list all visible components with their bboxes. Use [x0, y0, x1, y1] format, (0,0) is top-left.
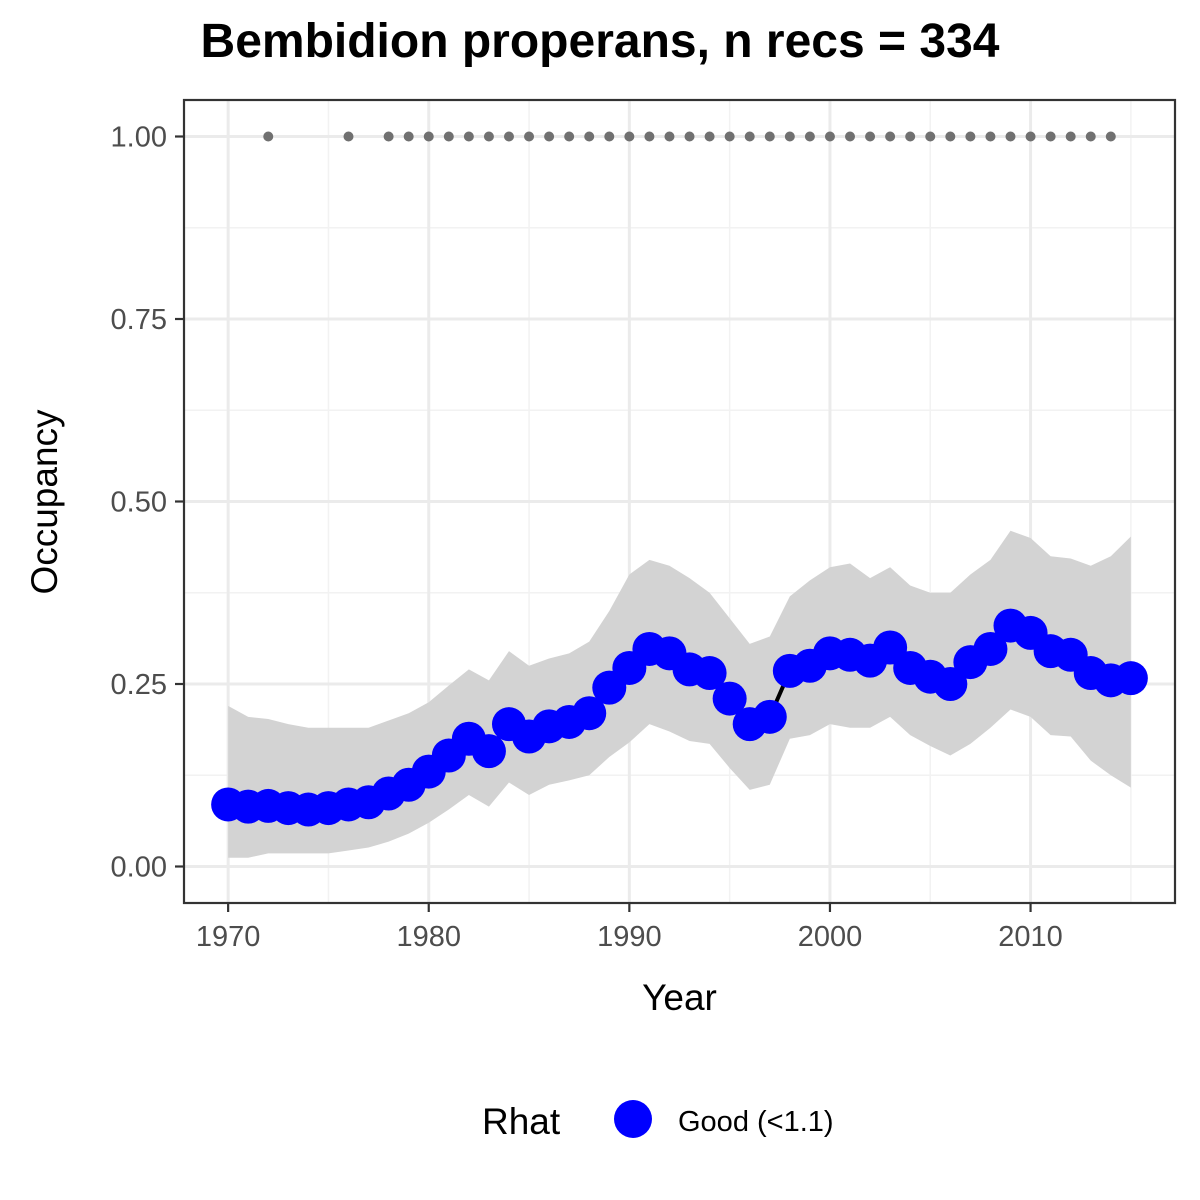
record-point — [503, 131, 514, 142]
record-point — [584, 131, 595, 142]
record-point — [704, 131, 715, 142]
record-point — [423, 131, 434, 142]
record-point — [845, 131, 856, 142]
occupancy-point — [752, 699, 787, 734]
record-point — [544, 131, 555, 142]
record-point — [1105, 131, 1116, 142]
record-point — [403, 131, 414, 142]
occupancy-point — [712, 681, 747, 716]
axes: 1970 1980 1990 2000 2010 0.00 0.25 0.50 0.75 1.00 — [111, 122, 1063, 954]
y-tick-label: 0.50 — [111, 487, 167, 519]
record-point — [263, 131, 274, 142]
record-point — [764, 131, 775, 142]
chart-title: Bembidion properans, n recs = 334 — [200, 15, 1000, 68]
x-tick-label: 1990 — [597, 921, 662, 953]
x-tick-label: 1980 — [396, 921, 461, 953]
record-year-points — [263, 131, 1116, 142]
record-point — [905, 131, 916, 142]
legend: Rhat Good (<1.1) — [482, 1100, 834, 1142]
x-tick-label: 2000 — [798, 921, 863, 953]
legend-title: Rhat — [482, 1101, 561, 1142]
record-point — [744, 131, 755, 142]
record-point — [1065, 131, 1076, 142]
occupancy-point — [973, 631, 1008, 666]
occupancy-point — [933, 667, 968, 701]
record-point — [463, 131, 474, 142]
record-point — [443, 131, 454, 142]
occupancy-points — [211, 608, 1148, 827]
record-point — [784, 131, 795, 142]
record-point — [885, 131, 896, 142]
record-point — [985, 131, 996, 142]
record-point — [865, 131, 876, 142]
record-point — [524, 131, 535, 142]
record-point — [604, 131, 615, 142]
record-point — [1025, 131, 1036, 142]
record-point — [724, 131, 735, 142]
x-tick-label: 2010 — [998, 921, 1063, 953]
y-tick-label: 0.25 — [111, 669, 167, 701]
y-tick-label: 0.00 — [111, 852, 167, 884]
occupancy-point — [471, 734, 506, 769]
occupancy-point — [572, 696, 607, 731]
record-point — [804, 131, 815, 142]
occupancy-point — [692, 656, 727, 691]
legend-label-good: Good (<1.1) — [678, 1106, 834, 1138]
record-point — [1085, 131, 1096, 142]
record-point — [624, 131, 635, 142]
credible-interval — [228, 530, 1131, 858]
record-point — [925, 131, 936, 142]
ci-ribbon — [228, 530, 1131, 858]
record-point — [1005, 131, 1016, 142]
record-point — [664, 131, 675, 142]
record-point — [644, 131, 655, 142]
y-axis-title: Occupancy — [24, 409, 65, 595]
x-tick-label: 1970 — [196, 921, 261, 953]
x-axis-title: Year — [642, 977, 717, 1018]
record-point — [965, 131, 976, 142]
record-point — [684, 131, 695, 142]
record-point — [564, 131, 575, 142]
record-point — [1045, 131, 1056, 142]
y-tick-label: 0.75 — [111, 304, 167, 336]
legend-key-good — [614, 1100, 652, 1138]
record-point — [824, 131, 835, 142]
y-tick-label: 1.00 — [111, 122, 167, 154]
record-point — [483, 131, 494, 142]
record-point — [343, 131, 354, 142]
record-point — [945, 131, 956, 142]
occupancy-point — [1113, 661, 1148, 696]
record-point — [383, 131, 394, 142]
